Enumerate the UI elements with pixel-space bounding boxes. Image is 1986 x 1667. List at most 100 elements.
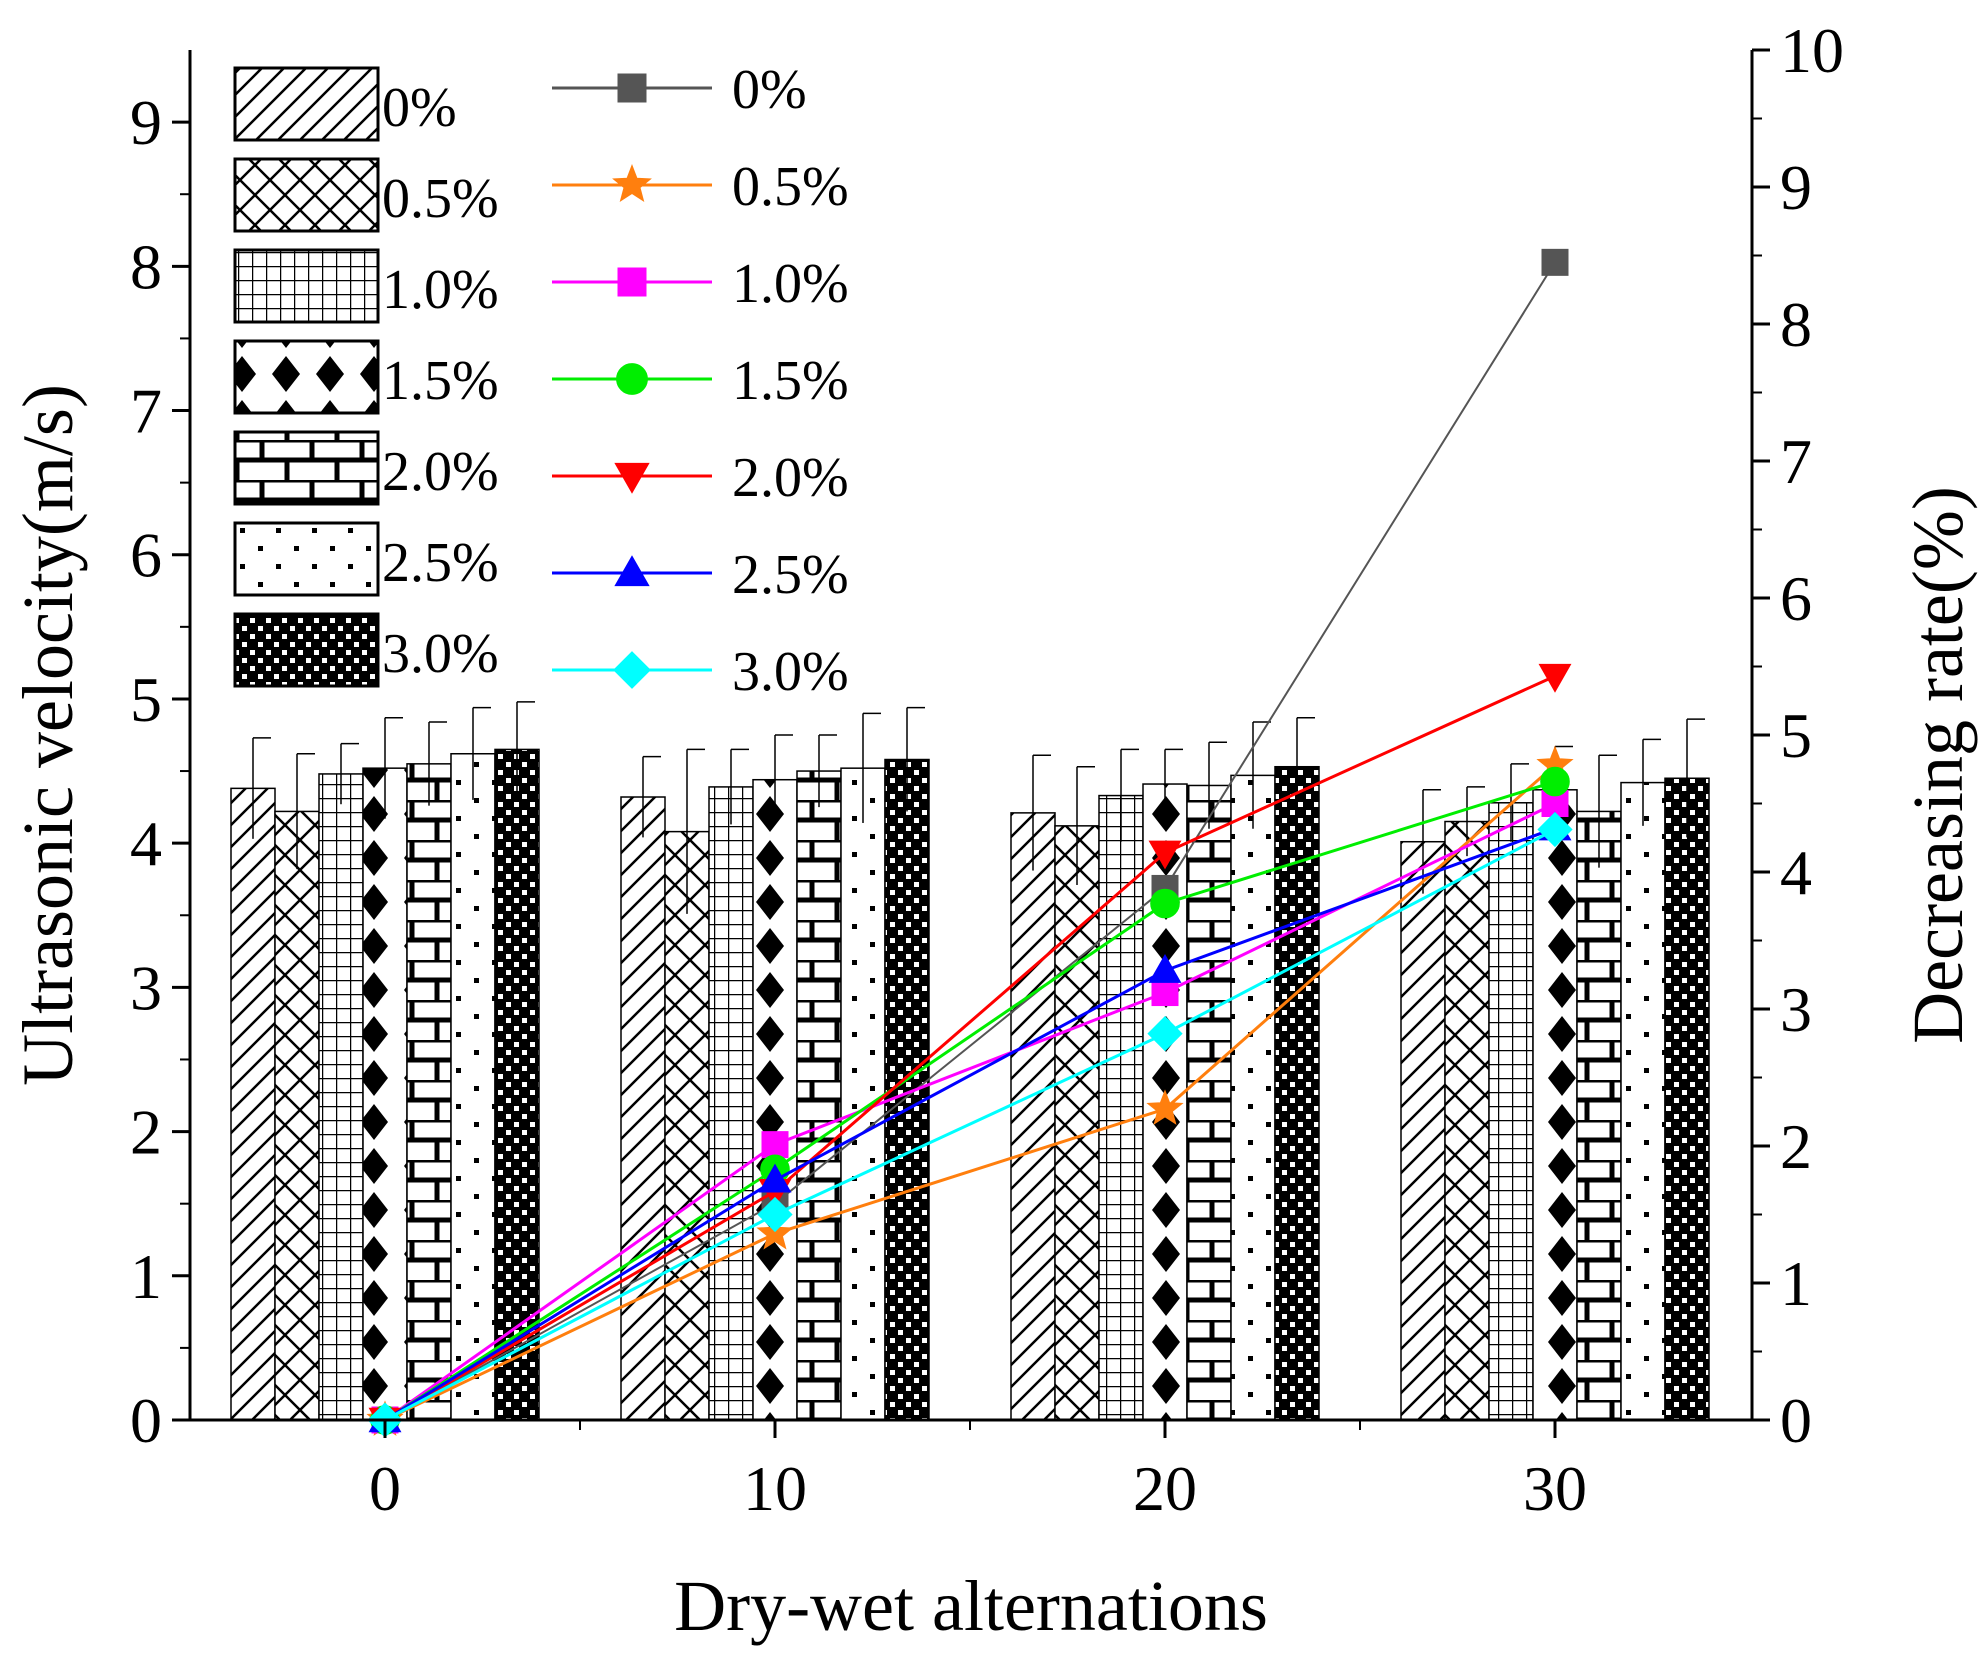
- bar-0.5%-0: [274, 810, 320, 1421]
- legend-bar-label-1.5%: 1.5%: [382, 350, 499, 412]
- bar-1.5%-10: [752, 778, 798, 1421]
- legend-bar-label-2.0%: 2.0%: [382, 441, 499, 503]
- legend-line-label-1.5%: 1.5%: [732, 350, 849, 412]
- left-axis-title: Ultrasonic velocity(m/s): [8, 384, 88, 1086]
- legend-swatch-0.5%: [233, 157, 380, 233]
- legend-line-label-2.5%: 2.5%: [732, 544, 849, 606]
- legend-line-label-3.0%: 3.0%: [732, 641, 849, 703]
- bar-0%-0: [230, 787, 276, 1421]
- bar-2.0%-20: [1186, 784, 1232, 1421]
- legend-swatch-1.5%: [233, 339, 380, 415]
- legend-bar-label-0.5%: 0.5%: [382, 168, 499, 230]
- legend-line-label-0.5%: 0.5%: [732, 156, 849, 218]
- x-tick-label-30: 30: [1523, 1453, 1587, 1524]
- right-tick-label-3: 3: [1780, 974, 1812, 1045]
- marker-2.5%-20: [1148, 954, 1182, 983]
- legend-swatch-1.0%: [233, 248, 380, 324]
- marker-1.5%-20: [1150, 888, 1180, 919]
- right-axis-title: Decreasing rate(%): [1898, 486, 1978, 1044]
- marker-0.5%-20: [1146, 1089, 1184, 1125]
- marker-2.0%-30: [1538, 663, 1572, 693]
- legend-bar-label-1.0%: 1.0%: [382, 259, 499, 321]
- line-2.0%: [384, 674, 1556, 1422]
- bar-0%-30: [1400, 840, 1446, 1421]
- marker-3.0%-10: [757, 1196, 793, 1233]
- bar-3.0%-0: [494, 748, 540, 1421]
- legend-marker-1.5%: [616, 363, 648, 395]
- marker-2.0%-20: [1148, 840, 1182, 870]
- bar-2.0%-0: [406, 763, 452, 1421]
- bar-2.5%-0: [450, 752, 496, 1421]
- marker-1.0%-10: [761, 1131, 789, 1159]
- axes-layer: 0 1 2 3 4 5 6 7 8 9 0 1 2 3 4 5 6 7 8 9 10 0 10 20 30 Dry-wet alt…: [8, 15, 1978, 1646]
- right-tick-label-4: 4: [1780, 837, 1812, 908]
- bar-0.5%-10: [664, 830, 710, 1421]
- legend-marker-0%: [617, 73, 647, 103]
- marker-3.0%-20: [1147, 1016, 1183, 1052]
- left-tick-label-5: 5: [130, 664, 162, 735]
- left-tick-label-6: 6: [130, 520, 162, 591]
- legend-swatch-2.5%: [233, 521, 380, 597]
- marker-3.0%-30: [1537, 811, 1573, 848]
- legend-line-label-2.0%: 2.0%: [732, 447, 849, 509]
- legend-marker-0.5%: [612, 164, 652, 203]
- right-tick-label-0: 0: [1780, 1385, 1812, 1456]
- marker-1.0%-20: [1151, 979, 1179, 1007]
- legend: 0% 0.5% 1.0% 1.5% 2.0% 2.5% 3.0% 0% 0.5% 1.0% 1.5%…: [233, 59, 849, 703]
- legend-marker-2.5%: [614, 555, 650, 587]
- left-tick-label-4: 4: [130, 808, 162, 879]
- bar-3.0%-30: [1664, 777, 1710, 1421]
- bar-0%-10: [620, 796, 666, 1421]
- legend-bar-label-3.0%: 3.0%: [382, 623, 499, 685]
- left-tick-label-7: 7: [130, 376, 162, 447]
- right-tick-label-7: 7: [1780, 426, 1812, 497]
- bar-0.5%-30: [1444, 820, 1490, 1421]
- bar-series-layer: [230, 748, 1710, 1421]
- x-tick-label-10: 10: [743, 1453, 807, 1524]
- legend-marker-2.0%: [614, 462, 650, 494]
- x-tick-label-0: 0: [369, 1453, 401, 1524]
- x-axis-title: Dry-wet alternations: [674, 1566, 1268, 1646]
- bar-2.5%-30: [1620, 781, 1666, 1421]
- legend-line-label-1.0%: 1.0%: [732, 253, 849, 315]
- bar-1.5%-0: [362, 767, 408, 1421]
- legend-swatch-2.0%: [233, 430, 380, 506]
- legend-bar-label-2.5%: 2.5%: [382, 532, 499, 594]
- right-tick-label-10: 10: [1780, 15, 1844, 86]
- right-tick-label-1: 1: [1780, 1248, 1812, 1319]
- right-tick-label-6: 6: [1780, 563, 1812, 634]
- left-tick-label-0: 0: [130, 1385, 162, 1456]
- x-tick-label-20: 20: [1133, 1453, 1197, 1524]
- right-tick-label-9: 9: [1780, 152, 1812, 223]
- left-tick-label-3: 3: [130, 952, 162, 1023]
- left-tick-label-1: 1: [130, 1241, 162, 1312]
- legend-line-label-0%: 0%: [732, 59, 807, 121]
- line-0.5%: [384, 763, 1556, 1422]
- line-series-layer: [366, 248, 1574, 1438]
- bar-3.0%-20: [1274, 765, 1320, 1421]
- marker-2.5%-10: [758, 1163, 792, 1193]
- bar-2.0%-30: [1576, 810, 1622, 1421]
- right-tick-label-5: 5: [1780, 700, 1812, 771]
- bar-2.0%-10: [796, 770, 842, 1421]
- left-tick-label-2: 2: [130, 1097, 162, 1168]
- legend-bar-label-0%: 0%: [382, 77, 457, 139]
- legend-marker-3.0%: [613, 651, 651, 689]
- left-tick-label-8: 8: [130, 231, 162, 302]
- bar-1.0%-10: [708, 786, 754, 1421]
- right-tick-label-8: 8: [1780, 289, 1812, 360]
- marker-0%-30: [1541, 248, 1569, 276]
- bar-1.0%-0: [318, 773, 364, 1421]
- line-3.0%: [384, 828, 1556, 1422]
- line-1.5%: [384, 780, 1556, 1422]
- bar-1.0%-30: [1488, 802, 1534, 1421]
- left-tick-label-9: 9: [130, 87, 162, 158]
- bar-1.5%-30: [1532, 789, 1578, 1421]
- bar-0%-20: [1010, 812, 1056, 1421]
- legend-marker-1.0%: [617, 267, 647, 297]
- right-tick-label-2: 2: [1780, 1111, 1812, 1182]
- line-2.5%: [384, 826, 1556, 1422]
- bar-0.5%-20: [1054, 825, 1100, 1421]
- legend-swatch-3.0%: [233, 612, 380, 688]
